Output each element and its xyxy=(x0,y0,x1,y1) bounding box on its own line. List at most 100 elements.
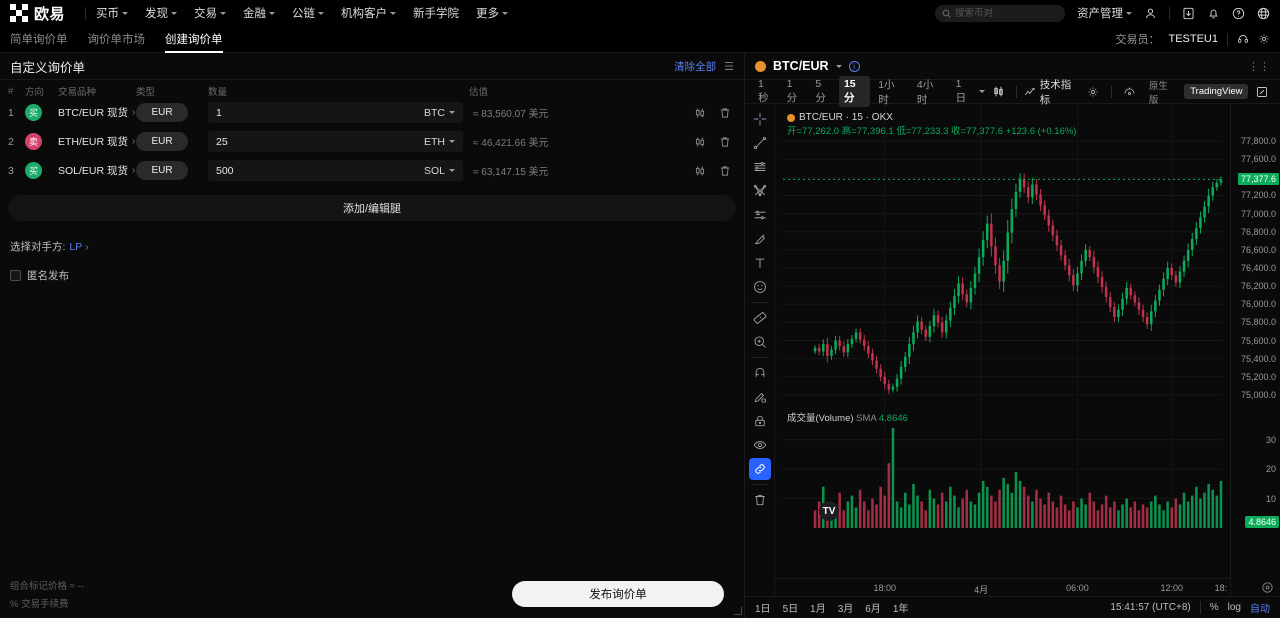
download-icon[interactable] xyxy=(1182,7,1195,20)
chart-settings-gear-icon[interactable] xyxy=(1083,81,1104,103)
quantity-input[interactable] xyxy=(216,135,424,148)
info-icon[interactable]: i xyxy=(848,60,860,72)
snapshot-icon[interactable] xyxy=(1119,81,1140,103)
delete-icon[interactable] xyxy=(719,107,731,119)
candlestick-icon[interactable] xyxy=(694,107,706,119)
tab-create-rfq[interactable]: 创建询价单 xyxy=(165,26,223,53)
pattern-icon[interactable] xyxy=(749,204,771,226)
candlestick-icon[interactable] xyxy=(694,165,706,177)
nav-item-discover[interactable]: 发现 xyxy=(145,5,178,21)
globe-icon[interactable] xyxy=(1257,7,1270,20)
gear-icon[interactable] xyxy=(1258,33,1270,45)
range-1y[interactable]: 1年 xyxy=(892,604,909,615)
candlestick-type-icon[interactable] xyxy=(988,81,1009,103)
pencil-lock-icon[interactable] xyxy=(749,386,771,408)
direction-badge-buy[interactable]: 买 xyxy=(25,162,42,179)
quantity-field[interactable]: BTC xyxy=(208,102,463,123)
nav-item-finance[interactable]: 金融 xyxy=(243,5,276,21)
search-input[interactable] xyxy=(955,7,1058,19)
chart-canvas[interactable]: BTC/EUR · 15 · OKX 开=77,262.0 高=77,396.1… xyxy=(775,104,1280,596)
eye-icon[interactable] xyxy=(749,434,771,456)
crosshair-icon[interactable] xyxy=(749,108,771,130)
text-icon[interactable] xyxy=(749,252,771,274)
magnet-icon[interactable] xyxy=(749,362,771,384)
nav-item-institutional[interactable]: 机构客户 xyxy=(341,5,397,21)
link-icon[interactable] xyxy=(748,458,771,480)
bell-icon[interactable] xyxy=(1207,7,1220,20)
menu-icon[interactable]: ☰ xyxy=(724,60,734,73)
ruler-icon[interactable] xyxy=(749,307,771,329)
quantity-input[interactable] xyxy=(216,106,424,119)
nav-item-trade[interactable]: 交易 xyxy=(194,5,227,21)
chevron-down-icon[interactable] xyxy=(835,64,842,68)
help-icon[interactable] xyxy=(1232,7,1245,20)
indicators-button[interactable]: 技术指标 xyxy=(1024,77,1080,107)
delete-icon[interactable] xyxy=(719,136,731,148)
timeframe-15m[interactable]: 15分 xyxy=(838,76,871,107)
range-1mo[interactable]: 1月 xyxy=(810,604,826,615)
nav-item-more[interactable]: 更多 xyxy=(476,5,509,21)
quantity-input[interactable] xyxy=(216,164,424,177)
direction-badge-sell[interactable]: 卖 xyxy=(25,133,42,150)
timeframe-1s[interactable]: 1秒 xyxy=(758,78,769,104)
quantity-field[interactable]: SOL xyxy=(208,160,463,181)
time-axis[interactable]: 18:00 4月 06:00 12:00 18: xyxy=(775,578,1230,596)
nav-item-buy-crypto[interactable]: 买币 xyxy=(96,5,129,21)
range-6mo[interactable]: 6月 xyxy=(865,604,881,615)
direction-badge-buy[interactable]: 买 xyxy=(25,104,42,121)
horizontal-lines-icon[interactable] xyxy=(749,156,771,178)
nav-item-chain[interactable]: 公链 xyxy=(292,5,325,21)
emoji-icon[interactable] xyxy=(749,276,771,298)
anonymous-publish-row[interactable]: 匿名发布 xyxy=(10,268,744,283)
range-5d[interactable]: 5日 xyxy=(782,604,799,615)
trash-icon[interactable] xyxy=(749,489,771,511)
nav-item-asset-management[interactable]: 资产管理 xyxy=(1077,5,1132,21)
search-box[interactable] xyxy=(935,4,1065,22)
support-icon[interactable] xyxy=(1237,33,1249,45)
trend-line-icon[interactable] xyxy=(749,132,771,154)
resize-grip[interactable] xyxy=(734,607,742,615)
view-tradingview-button[interactable]: TradingView xyxy=(1184,84,1249,99)
price-axis[interactable]: 77,800.077,600.077,400.077,200.077,000.0… xyxy=(1230,104,1280,596)
range-1d[interactable]: 1日 xyxy=(755,604,771,615)
reset-view-icon[interactable] xyxy=(1261,581,1274,594)
delete-icon[interactable] xyxy=(719,165,731,177)
clear-all-button[interactable]: 清除全部 xyxy=(674,60,717,73)
tab-simple-rfq[interactable]: 简单询价单 xyxy=(10,26,68,53)
anonymous-checkbox[interactable] xyxy=(10,270,21,281)
chart-menu-icon[interactable]: ⋮⋮ xyxy=(1248,60,1270,73)
pitchfork-icon[interactable] xyxy=(749,180,771,202)
chevron-down-icon[interactable] xyxy=(979,90,986,93)
quantity-field[interactable]: ETH xyxy=(208,131,463,152)
type-pill[interactable]: EUR xyxy=(136,161,188,180)
range-3mo[interactable]: 3月 xyxy=(837,604,854,615)
timeframe-5m[interactable]: 5分 xyxy=(815,78,826,104)
view-native-button[interactable]: 原生版 xyxy=(1148,80,1168,106)
brush-icon[interactable] xyxy=(749,228,771,250)
quantity-unit-selector[interactable]: BTC xyxy=(424,107,455,119)
candlestick-icon[interactable] xyxy=(694,136,706,148)
quantity-unit-selector[interactable]: SOL xyxy=(424,165,455,177)
publish-rfq-button[interactable]: 发布询价单 xyxy=(512,581,724,607)
type-pill[interactable]: EUR xyxy=(136,103,188,122)
zoom-in-icon[interactable] xyxy=(749,331,771,353)
symbol-selector[interactable]: BTC/EUR 现货 › xyxy=(58,105,136,120)
timeframe-1m[interactable]: 1分 xyxy=(786,78,798,104)
okx-logo[interactable]: 欧易 xyxy=(10,3,65,24)
add-edit-leg-button[interactable]: 添加/编辑腿 xyxy=(8,195,736,221)
lock-icon[interactable] xyxy=(749,410,771,432)
symbol-selector[interactable]: ETH/EUR 现货 › xyxy=(58,134,136,149)
nav-item-academy[interactable]: 新手学院 xyxy=(413,5,459,21)
fullscreen-icon[interactable] xyxy=(1252,81,1272,103)
percent-scale-button[interactable]: % xyxy=(1209,602,1219,613)
type-pill[interactable]: EUR xyxy=(136,132,188,151)
timeframe-4h[interactable]: 4小时 xyxy=(916,78,934,106)
log-scale-button[interactable]: log xyxy=(1227,602,1241,613)
tab-rfq-market[interactable]: 询价单市场 xyxy=(88,26,146,53)
symbol-selector[interactable]: SOL/EUR 现货 › xyxy=(58,163,136,178)
tradingview-logo-icon[interactable]: TV xyxy=(819,501,839,521)
timeframe-1d[interactable]: 1日 xyxy=(955,78,967,104)
timeframe-1h[interactable]: 1小时 xyxy=(878,78,895,106)
auto-scale-button[interactable]: 自动 xyxy=(1250,604,1270,615)
quantity-unit-selector[interactable]: ETH xyxy=(424,136,455,148)
